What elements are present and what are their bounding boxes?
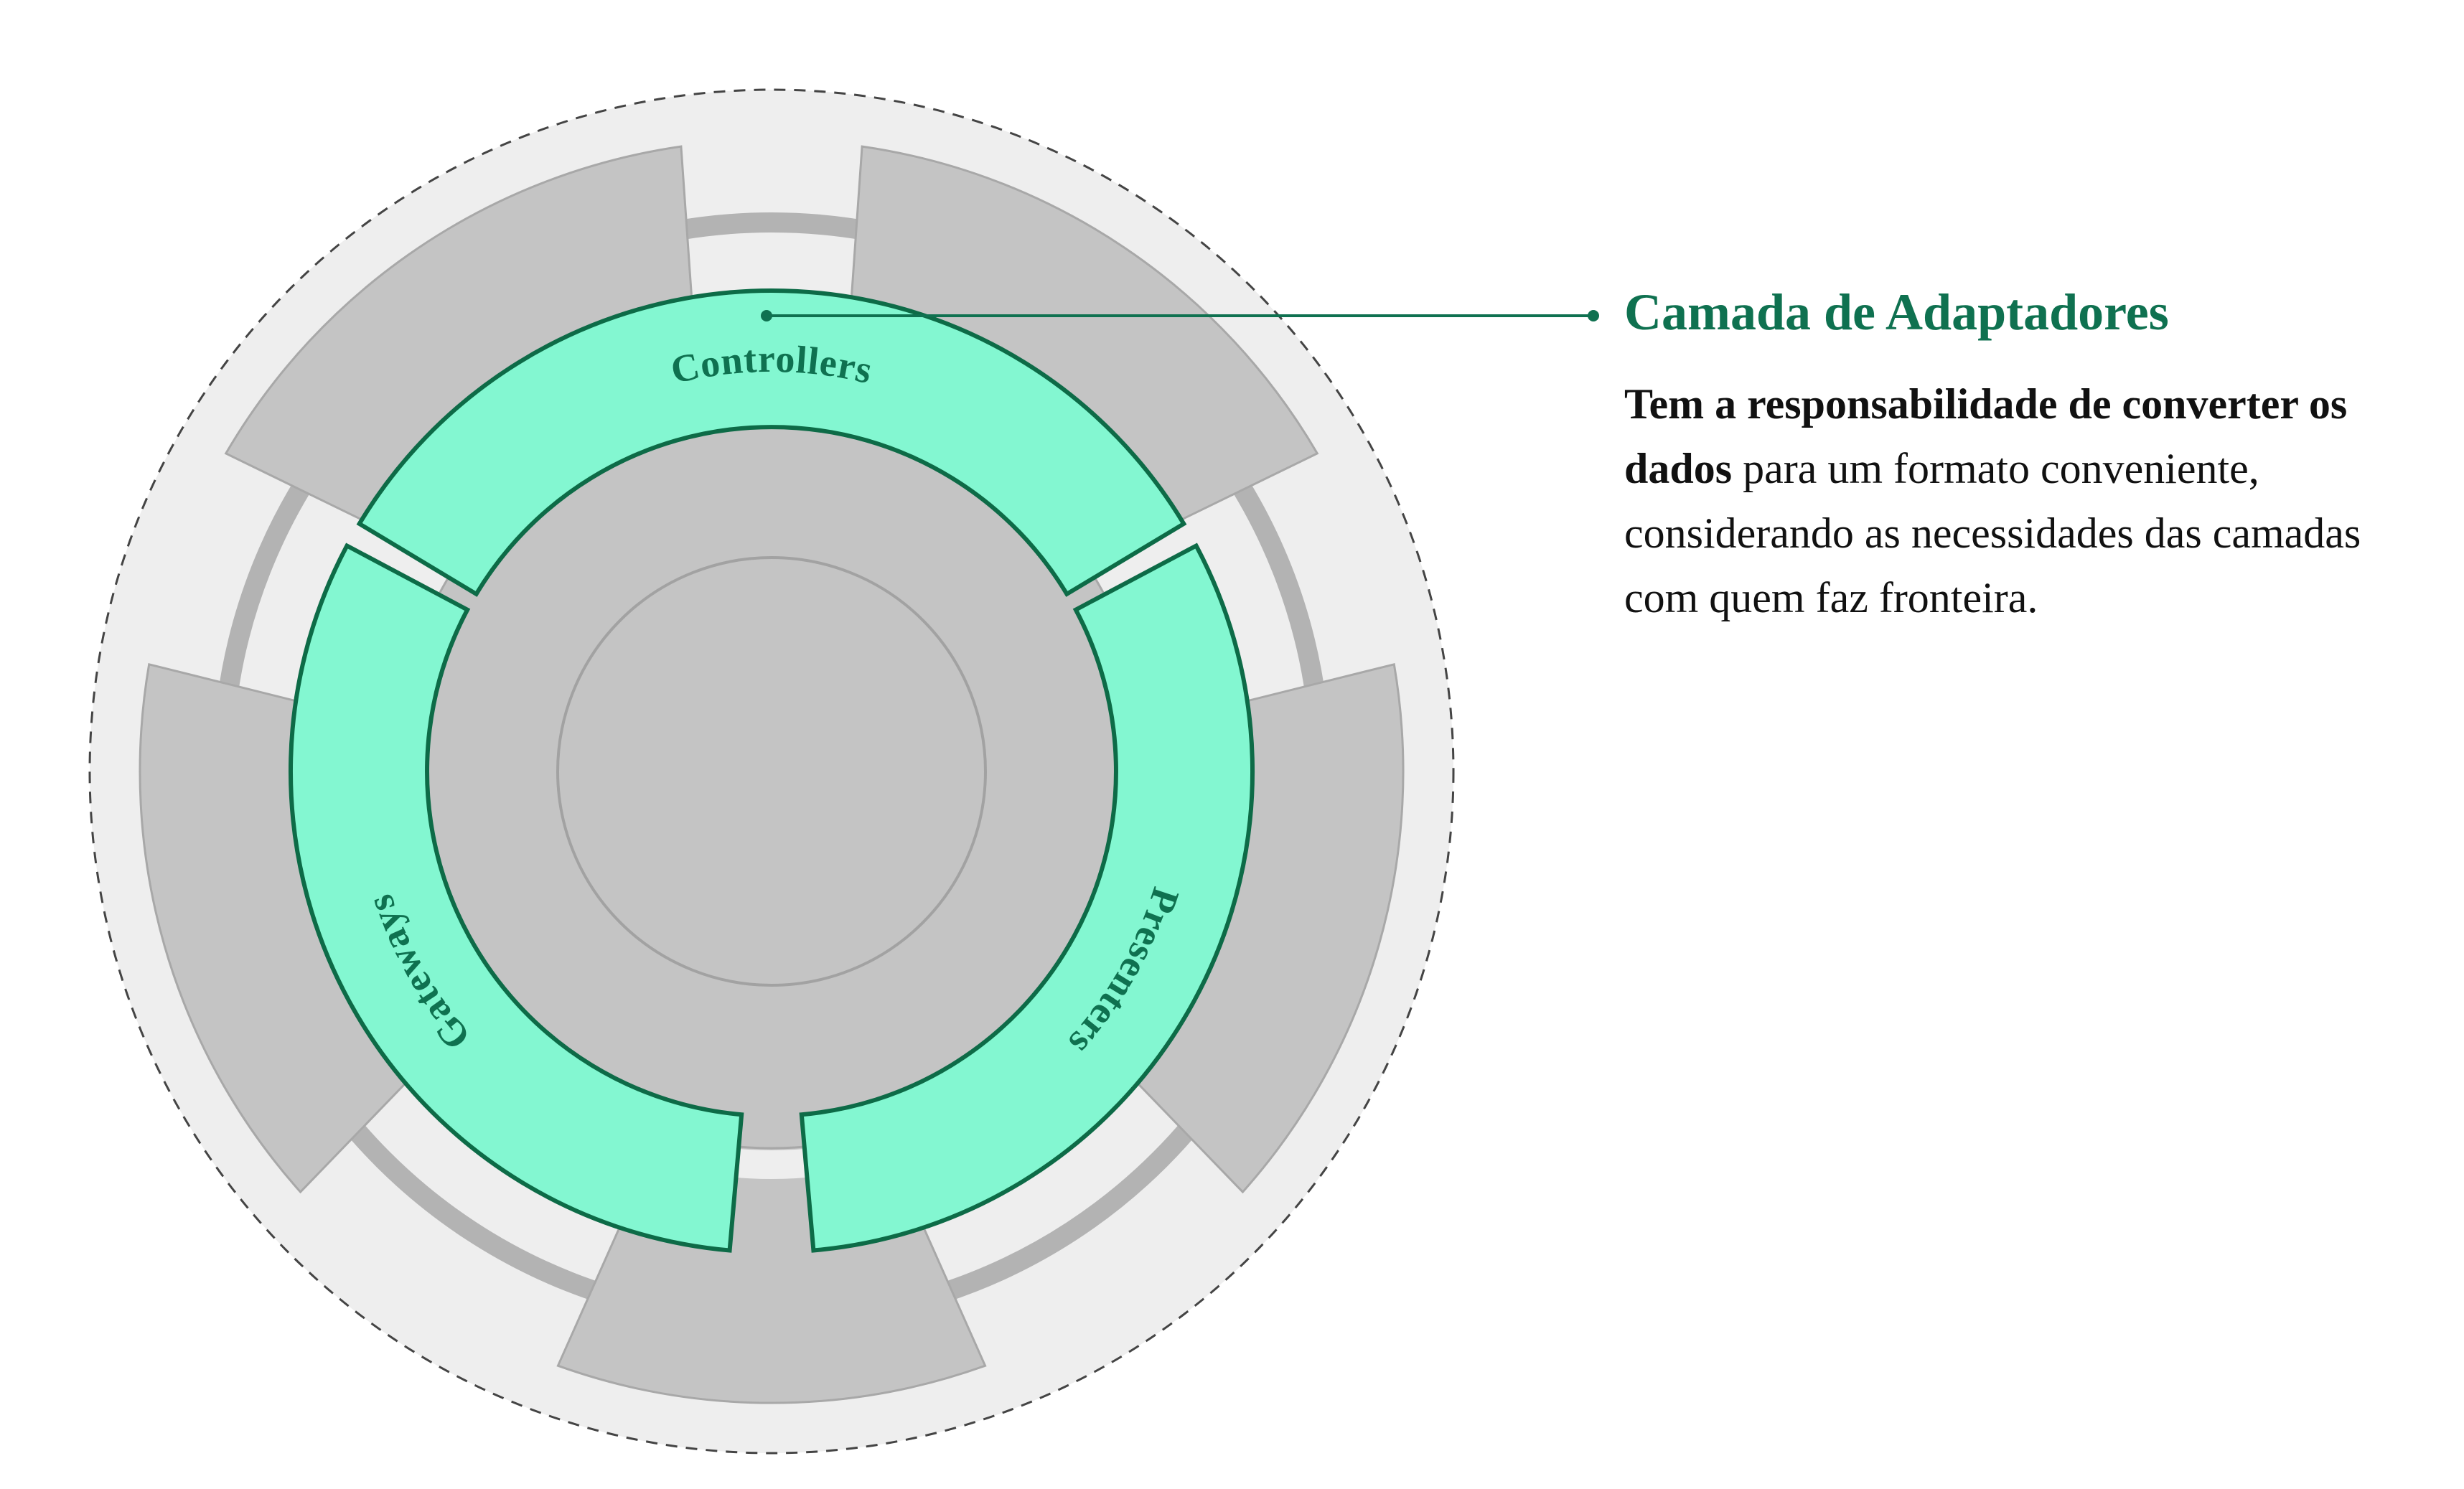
layer-description-rest: para um formato conveniente, considerand…	[1624, 445, 2361, 621]
adapter-layer-segments: Controllers Presenters Gateways	[289, 288, 1255, 1253]
gateways-segment[interactable]	[289, 542, 744, 1253]
layer-title: Camada de Adaptadores	[1624, 283, 2169, 341]
callout-dot-start	[761, 310, 772, 321]
entities-core-circle	[556, 556, 987, 987]
callout-dot-end	[1588, 310, 1599, 321]
description-panel: Camada de Adaptadores Tem a responsabili…	[1624, 280, 2442, 630]
controllers-segment[interactable]	[356, 288, 1187, 597]
callout-connector	[761, 310, 1599, 321]
layer-description: Tem a responsabilidade de converter os d…	[1624, 372, 2435, 630]
layer-description-bold: Tem a responsabilidade de converter os d…	[1624, 380, 2348, 492]
presenters-segment[interactable]	[799, 542, 1255, 1253]
